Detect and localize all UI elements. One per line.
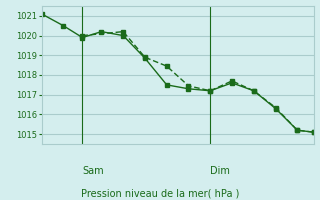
Text: Dim: Dim	[210, 166, 230, 176]
Text: Sam: Sam	[83, 166, 104, 176]
Text: Pression niveau de la mer( hPa ): Pression niveau de la mer( hPa )	[81, 188, 239, 198]
